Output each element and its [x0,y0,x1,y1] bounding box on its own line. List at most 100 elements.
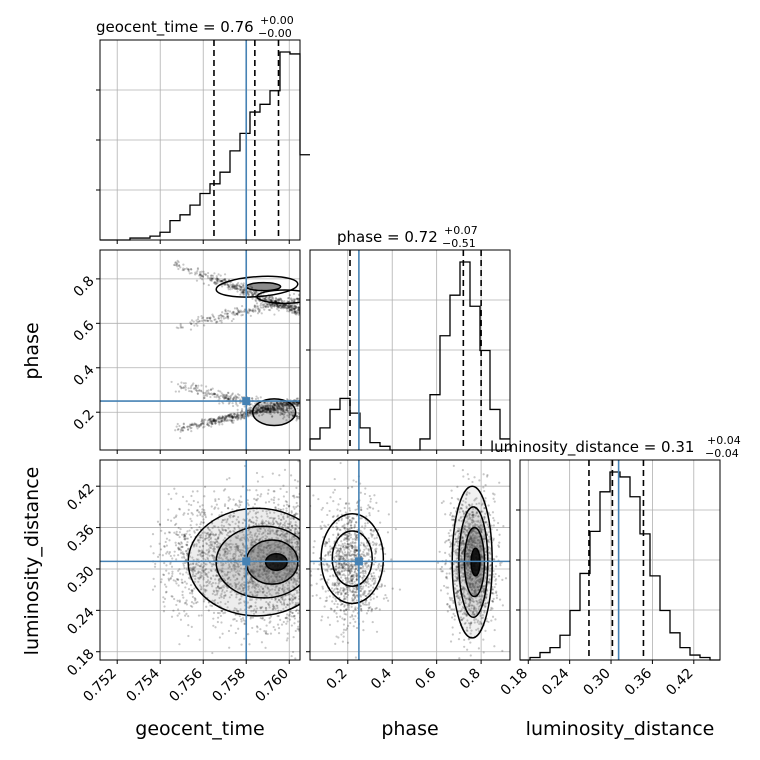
sample-point [263,303,266,307]
sample-point [185,558,188,561]
sample-point [297,545,300,549]
sample-point [297,573,300,576]
sample-point [248,411,251,415]
sample-point [252,541,255,544]
sample-point [472,545,475,548]
sample-point [268,617,271,620]
sample-point [284,303,287,306]
sample-point [461,612,464,616]
sample-point [243,415,246,418]
sample-point [283,578,287,581]
sample-point [201,555,205,558]
sample-point [190,494,193,498]
sample-point [186,548,190,551]
sample-point [283,306,286,309]
sample-point [297,555,300,558]
sample-point [267,305,270,308]
sample-point [269,407,272,410]
sample-point [237,602,241,605]
sample-point [180,541,183,544]
sample-point [237,549,240,553]
sample-point [279,529,282,532]
scatter-panel-phase-luminosity_distance: 0.2 0.4 0.6 0.8 [306,459,511,693]
sample-point [247,415,250,418]
sample-point [286,569,289,572]
sample-point [259,590,262,593]
sample-point [249,570,252,573]
sample-point [262,305,266,308]
sample-point [255,607,259,610]
sample-point [446,592,449,595]
sample-point [291,534,294,537]
sample-point [347,580,350,583]
sample-point [241,292,244,295]
sample-point [274,599,277,602]
sample-point [273,542,276,545]
sample-point [270,409,273,412]
sample-point [293,578,296,582]
sample-point [267,303,270,306]
sample-point [267,574,270,577]
sample-point [301,615,303,617]
sample-point [268,500,271,503]
sample-point [302,298,304,300]
sample-point [193,543,196,546]
sample-point [270,581,273,584]
sample-point [226,600,230,603]
sample-point [232,565,235,568]
sample-point [261,573,265,577]
sample-point [461,578,464,582]
sample-point [198,425,201,428]
sample-point [206,553,209,556]
sample-point [231,416,234,419]
sample-point [301,554,303,556]
sample-point [259,565,262,568]
sample-point [260,406,263,410]
sample-point [209,317,212,320]
sample-point [200,563,203,566]
sample-point [206,316,209,320]
sample-point [302,315,304,317]
sample-point [266,299,269,302]
sample-point [477,605,481,608]
sample-point [293,304,296,307]
sample-point [292,292,296,296]
sample-point [274,597,277,601]
sample-point [249,598,252,602]
sample-point [257,569,260,572]
sample-point [254,594,257,597]
sample-point [345,502,348,505]
sample-point [284,617,288,620]
sample-point [254,557,257,560]
sample-point [232,563,235,566]
sample-point [259,410,262,413]
sample-point [262,412,265,416]
sample-point [181,545,184,549]
sample-point [270,498,273,501]
sample-point [285,582,288,585]
sample-point [221,311,224,314]
sample-point [254,292,257,295]
sample-point [355,588,359,591]
sample-point [203,324,206,327]
sample-point [256,545,259,548]
sample-point [256,554,259,557]
sample-point [275,529,278,532]
sample-point [233,287,236,290]
sample-point [263,579,266,583]
sample-point [212,417,215,421]
sample-point [213,600,216,603]
sample-point [280,596,284,599]
sample-point [303,592,305,594]
sample-point [263,569,266,572]
sample-point [254,570,257,573]
sample-point [183,556,186,560]
sample-point [350,570,353,573]
sample-point [260,413,264,417]
sample-point [178,531,181,534]
sample-point [234,416,237,419]
sample-point [282,589,285,592]
sample-point [232,285,235,288]
sample-point [291,413,294,417]
sample-point [286,525,289,529]
